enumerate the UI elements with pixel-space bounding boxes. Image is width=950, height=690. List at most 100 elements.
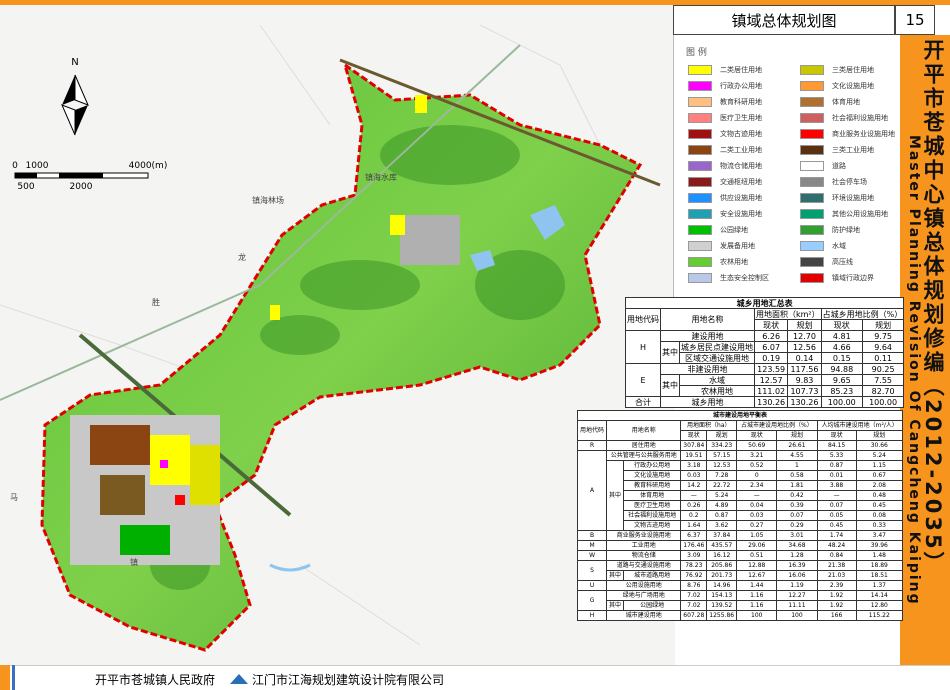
value-cell: 1.44 [736, 580, 778, 591]
legend-label: 安全设施用地 [720, 210, 762, 218]
legend-swatch [800, 113, 824, 123]
legend-swatch [688, 113, 712, 123]
footer-government: 开平市苍城镇人民政府 [95, 673, 216, 687]
legend-item: 二类工业用地 [688, 145, 762, 155]
legend-item: 农林用地 [688, 257, 748, 267]
legend-label: 交通枢纽用地 [720, 178, 762, 186]
value-cell: 5.24 [706, 490, 738, 501]
name-cell: 公共管理与公共服务用地 [606, 450, 682, 461]
value-cell: 1.64 [680, 520, 708, 531]
value-cell: 0.01 [816, 470, 857, 481]
legend-item: 医疗卫生用地 [688, 113, 762, 123]
value-cell: 0.03 [736, 510, 778, 521]
name-cell: 文化设施用地 [622, 470, 682, 481]
legend: 图 例 二类居住用地 三类居住用地 行政办公用地 文化设施用地 教育科研用地 体育用地 医疗… [673, 35, 900, 297]
legend-swatch [688, 241, 712, 251]
subheader-row: 现状 规划 现状 规划 现状 规划 [578, 430, 904, 441]
legend-swatch [800, 241, 824, 251]
name-cell: 城乡用地 [660, 396, 755, 408]
river [0, 44, 521, 401]
legend-swatch [688, 161, 712, 171]
value-cell: 12.67 [736, 570, 778, 581]
top-bar [0, 0, 950, 5]
table-row: 合计 城乡用地 130.26 130.26 100.00 100.00 [625, 396, 905, 408]
value-cell: 107.73 [787, 385, 822, 397]
legend-swatch [688, 177, 712, 187]
value-cell: 0.87 [816, 460, 857, 471]
code-cell: M [576, 540, 608, 551]
value-cell: 0.48 [855, 490, 904, 501]
legend-item: 公园绿地 [688, 225, 748, 235]
name-cell: 道路与交通设施用地 [606, 560, 682, 571]
value-cell: 37.84 [706, 530, 738, 541]
value-cell: 1.19 [776, 580, 818, 591]
code-cell: S [576, 560, 608, 581]
legend-label: 道路 [832, 162, 846, 170]
legend-label: 公园绿地 [720, 226, 748, 234]
table-row: U 公用设施用地 8.76 14.96 1.44 1.19 2.39 1.37 [576, 580, 904, 591]
code-cell: H [625, 330, 661, 364]
header-cell: 人均城市建设用地（m²/人） [816, 420, 904, 431]
legend-label: 防护绿地 [832, 226, 860, 234]
value-cell: 607.28 [680, 610, 708, 621]
value-cell: 1.28 [776, 550, 818, 561]
legend-label: 水域 [832, 242, 846, 250]
place-label: 镇海林场 [252, 195, 284, 205]
legend-item: 其他公用设施用地 [800, 209, 888, 219]
legend-label: 行政办公用地 [720, 82, 762, 90]
value-cell: 4.66 [820, 341, 863, 353]
value-cell: 1.16 [736, 600, 778, 611]
code-cell: 合计 [625, 396, 661, 408]
legend-label: 生态安全控制区 [720, 274, 769, 282]
value-cell: 21.38 [816, 560, 857, 571]
value-cell: 100.00 [861, 396, 905, 408]
value-cell: 0.58 [776, 470, 818, 481]
title-english: Master Planning Revision Of Cangcheng Ka… [906, 135, 922, 606]
legend-label: 医疗卫生用地 [720, 114, 762, 122]
value-cell: 78.23 [680, 560, 708, 571]
value-cell: 6.26 [753, 330, 789, 342]
table-row: H 城市建设用地 607.28 1255.86 100 100 166 115.22 [576, 610, 904, 621]
legend-label: 教育科研用地 [720, 98, 762, 106]
value-cell: 30.66 [855, 440, 904, 451]
subheader-cell: 现状 [680, 430, 708, 441]
page-number: 15 [895, 5, 935, 35]
title-years: （2012-2035） [921, 375, 945, 576]
table-row: 医疗卫生用地 0.26 4.89 0.04 0.39 0.07 0.45 [578, 500, 904, 511]
title-chinese: 开平市苍城中心镇总体规划修编（2012-2035） [918, 39, 948, 576]
name-cell: 商业服务业设施用地 [606, 530, 682, 541]
title-chinese-main: 开平市苍城中心镇总体规划修编 [921, 39, 945, 375]
name-cell: 工业用地 [606, 540, 682, 551]
table-row: 社会福利设施用地 0.2 0.87 0.03 0.07 0.05 0.08 [578, 510, 904, 521]
subheader-cell: 规划 [787, 319, 822, 331]
table-row: 文化设施用地 0.03 7.28 0 0.58 0.01 0.67 [578, 470, 904, 481]
legend-item: 三类工业用地 [800, 145, 874, 155]
value-cell: 5.24 [855, 450, 904, 461]
header-row: 用地代码 用地名称 用地面积（km²） 占城乡用地比例（%） [625, 308, 905, 331]
legend-label: 物流仓储用地 [720, 162, 762, 170]
value-cell: — [736, 490, 778, 501]
legend-swatch [800, 193, 824, 203]
legend-item: 社会停车场 [800, 177, 867, 187]
value-cell: 0.05 [816, 510, 857, 521]
table-row: 文物古迹用地 1.64 3.62 0.27 0.29 0.45 0.33 [578, 520, 904, 531]
value-cell: 19.51 [680, 450, 708, 461]
value-cell: 12.80 [855, 600, 904, 611]
value-cell: 0.08 [855, 510, 904, 521]
value-cell: 12.88 [736, 560, 778, 571]
table-row: 其中 行政办公用地 3.18 12.53 0.52 1 0.87 1.15 [578, 460, 904, 531]
value-cell: 14.2 [680, 480, 708, 491]
legend-item: 商业服务业设施用地 [800, 129, 895, 139]
subheader-cell: 规划 [706, 430, 738, 441]
legend-swatch [800, 177, 824, 187]
value-cell: 16.39 [776, 560, 818, 571]
name-cell: 区域交通设施用地 [679, 352, 755, 364]
table-row: 其中 城乡居民点建设用地 6.07 12.56 4.66 9.64 [626, 341, 905, 364]
value-cell: 76.92 [680, 570, 708, 581]
legend-swatch [800, 65, 824, 75]
header-cell: 占城乡用地比例（%） [820, 308, 905, 320]
value-cell: 0.39 [776, 500, 818, 511]
value-cell: 1.48 [855, 550, 904, 561]
value-cell: 6.37 [680, 530, 708, 541]
